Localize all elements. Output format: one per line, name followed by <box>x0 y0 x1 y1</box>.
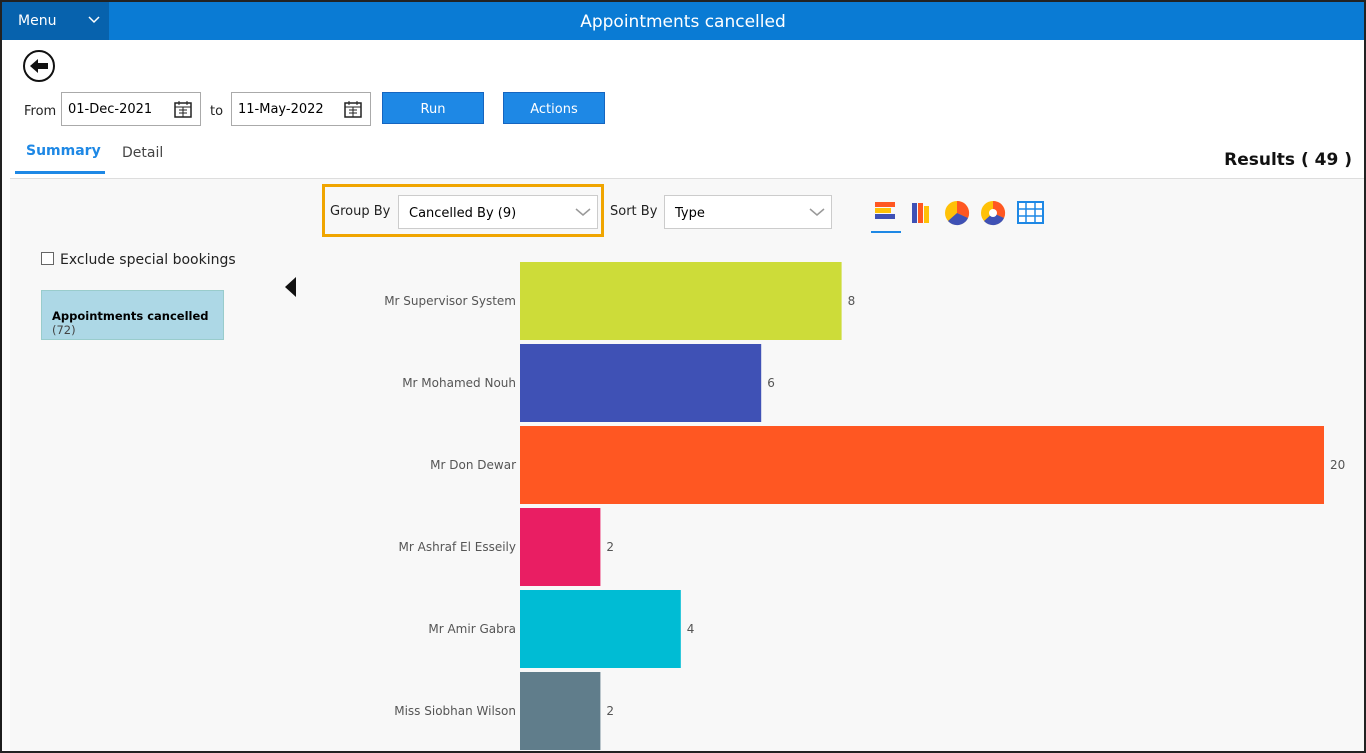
sort-by-label: Sort By <box>610 204 658 219</box>
table-icon[interactable] <box>1017 201 1044 224</box>
summary-item[interactable]: Appointments cancelled (72) <box>41 290 224 340</box>
run-button[interactable]: Run <box>382 92 484 124</box>
to-date-text: 11-May-2022 <box>238 102 324 117</box>
bar <box>520 672 601 750</box>
page-title: Appointments cancelled <box>580 12 786 32</box>
bar <box>520 508 601 586</box>
menu-label: Menu <box>18 13 57 29</box>
bar <box>520 426 1324 504</box>
chart-type-icons <box>871 200 1044 233</box>
results-count: Results ( 49 ) <box>1224 150 1352 170</box>
from-date[interactable]: 01-Dec-2021 <box>61 92 201 126</box>
highlight-box <box>322 184 604 237</box>
calendar-icon <box>174 101 192 118</box>
bar <box>520 262 842 340</box>
back-button[interactable] <box>23 50 57 84</box>
group-by-value: Cancelled By (9) <box>409 206 517 221</box>
collapse-arrow[interactable] <box>284 276 298 298</box>
value-label: 6 <box>767 376 775 390</box>
sort-by-select[interactable]: Type <box>664 195 832 229</box>
value-label: 20 <box>1330 458 1345 472</box>
category-label: Mr Ashraf El Esseily <box>399 540 516 554</box>
value-label: 4 <box>687 622 695 636</box>
category-label: Mr Supervisor System <box>384 294 516 308</box>
from-date-text: 01-Dec-2021 <box>68 102 153 117</box>
to-label: to <box>210 104 224 119</box>
tab-detail[interactable]: Detail <box>122 145 164 161</box>
bar-chart: Mr Supervisor System 8 Mr Mohamed Nouh 6 Mr … <box>384 262 1345 750</box>
category-label: Mr Don Dewar <box>430 458 516 472</box>
value-label: 8 <box>848 294 856 308</box>
group-by-select[interactable]: Cancelled By (9) <box>398 195 598 229</box>
calendar-icon <box>344 101 362 118</box>
bar <box>520 344 762 422</box>
hbar-icon[interactable] <box>871 202 901 233</box>
checkbox-label: Exclude special bookings <box>60 252 236 268</box>
item-label: Appointments cancelled <box>52 309 209 323</box>
value-label: 2 <box>606 540 614 554</box>
chevron <box>575 208 591 216</box>
category-label: Mr Amir Gabra <box>428 622 516 636</box>
vbar-icon[interactable] <box>912 203 929 223</box>
tab-summary[interactable]: Summary <box>26 143 101 159</box>
menu-button[interactable]: Menu <box>2 2 109 40</box>
donut-icon[interactable] <box>981 200 1006 226</box>
chevron <box>88 16 100 24</box>
header: Appointments cancelled Menu <box>2 2 1364 40</box>
bar <box>520 590 681 668</box>
from-label: From <box>24 104 57 119</box>
to-date[interactable]: 11-May-2022 <box>231 92 371 126</box>
group-by-label: Group By <box>330 204 391 219</box>
checkbox[interactable] <box>41 252 54 265</box>
tab-indicator <box>15 171 105 174</box>
actions-button[interactable]: Actions <box>503 92 605 124</box>
chevron <box>809 208 825 216</box>
category-label: Miss Siobhan Wilson <box>394 704 516 718</box>
item-count: (72) <box>52 323 76 337</box>
sort-by-value: Type <box>675 206 705 221</box>
category-label: Mr Mohamed Nouh <box>402 376 516 390</box>
value-label: 2 <box>606 704 614 718</box>
pie-icon[interactable] <box>945 200 970 226</box>
